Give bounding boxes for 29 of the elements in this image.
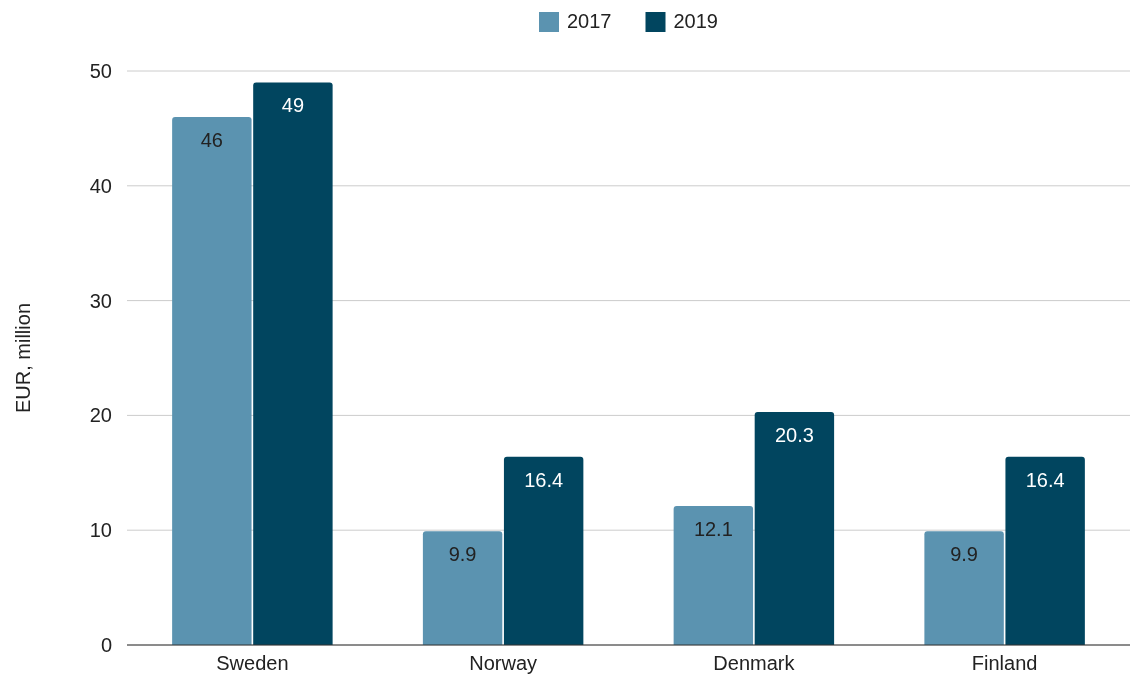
legend-label: 2019	[673, 10, 718, 32]
bar	[754, 411, 835, 645]
data-label: 9.9	[950, 543, 979, 566]
data-label: 16.4	[1025, 468, 1065, 491]
y-tick-label: 40	[89, 174, 112, 197]
data-label: 20.3	[774, 423, 814, 446]
y-tick-label: 30	[89, 289, 112, 312]
y-tick-label: 50	[89, 59, 112, 82]
legend-label: 2017	[567, 10, 612, 32]
data-label: 9.9	[448, 543, 477, 566]
x-tick-label: Sweden	[216, 652, 289, 674]
y-tick-label: 0	[100, 633, 112, 656]
data-label: 49	[281, 94, 305, 117]
bar	[1005, 456, 1085, 645]
y-axis-title: EUR, million	[12, 302, 34, 414]
bar	[253, 82, 333, 645]
bar	[673, 506, 754, 645]
x-tick-label: Finland	[971, 652, 1038, 674]
bar	[422, 531, 503, 645]
data-label: 16.4	[524, 468, 564, 491]
x-tick-label: Denmark	[713, 652, 796, 674]
bar	[172, 116, 252, 645]
bar	[503, 456, 584, 645]
data-label: 12.1	[693, 518, 733, 541]
x-tick-label: Norway	[469, 652, 538, 674]
bar	[924, 531, 1004, 645]
data-label: 46	[200, 128, 223, 151]
y-tick-label: 20	[89, 404, 112, 427]
y-tick-label: 10	[89, 519, 112, 542]
